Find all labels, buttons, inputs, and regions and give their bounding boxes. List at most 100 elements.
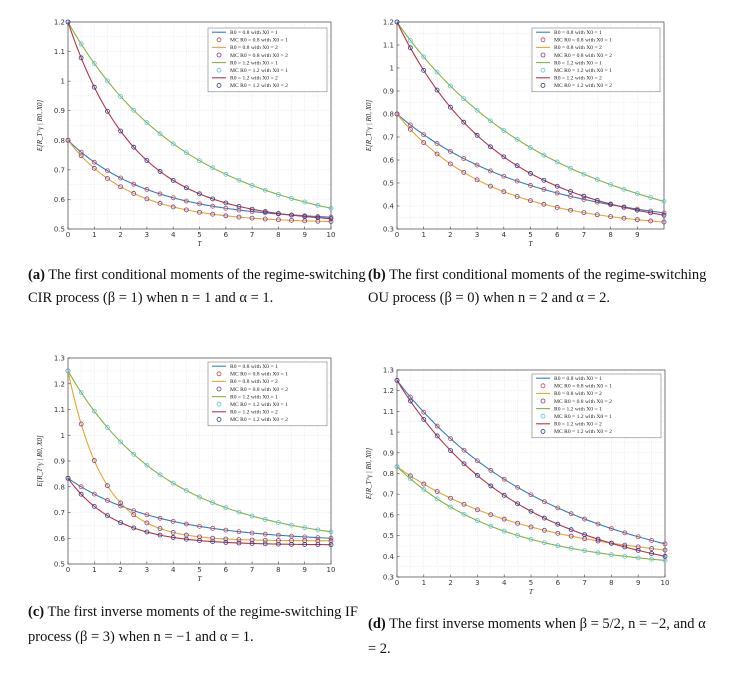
mc-marker-2	[475, 507, 480, 513]
mc-marker-3	[170, 141, 176, 147]
mc-marker-4	[448, 448, 453, 454]
series-line-3	[67, 370, 332, 533]
x-tick-label: 1	[422, 579, 426, 587]
legend-marker-swatch	[216, 37, 222, 43]
mc-marker-2	[91, 458, 97, 463]
mc-marker-2	[434, 151, 440, 157]
mc-marker-4	[568, 527, 574, 533]
mc-marker-4	[421, 67, 427, 73]
mc-marker-4	[501, 492, 507, 498]
x-tick-label: 4	[502, 579, 507, 587]
y-tick-label: 1.2	[383, 19, 394, 27]
mc-marker-1	[568, 193, 573, 199]
mc-marker-3	[475, 518, 480, 524]
chart-b: 0 1 2 3 4 5 6 7 8 9 0.3 0.4 0.5 0.6 0.7 0.8 0.9 1 1.1 1.2 T E…	[365, 19, 667, 248]
mc-marker-2	[621, 215, 627, 221]
mc-marker-3	[474, 107, 480, 113]
mc-marker-3	[461, 96, 467, 102]
mc-marker-2	[661, 219, 667, 225]
caption-d: (d) The first inverse moments when β = 5…	[368, 612, 713, 662]
mc-marker-2	[474, 177, 480, 183]
mc-marker-1	[475, 458, 480, 464]
mc-marker-4	[91, 503, 97, 509]
caption-c-text-2: process (β = 3) when n = −1 and α = 1.	[28, 629, 254, 645]
mc-marker-3	[249, 183, 255, 188]
mc-marker-2	[448, 161, 453, 167]
mc-marker-4	[197, 191, 202, 197]
mc-marker-2	[328, 219, 334, 225]
mc-marker-3	[554, 159, 560, 165]
mc-marker-2	[118, 184, 123, 190]
mc-marker-3	[78, 389, 84, 395]
x-tick-label: 9	[636, 579, 640, 587]
mc-marker-3	[595, 550, 601, 556]
legend-entry: R0 = 0.8 with X0 = 2	[554, 391, 602, 397]
legend-entry: MC R0 = 1.2 with X0 = 2	[230, 417, 288, 423]
y-tick-label: 1	[61, 432, 65, 440]
y-tick-label: 0.6	[383, 511, 395, 519]
mc-marker-1	[157, 191, 163, 197]
mc-marker-1	[448, 148, 453, 154]
mc-marker-4	[315, 542, 321, 547]
mc-marker-2	[105, 176, 110, 181]
mc-marker-2	[541, 527, 547, 533]
y-tick-label: 0.8	[54, 137, 65, 145]
caption-a-label: (a)	[28, 267, 45, 283]
mc-marker-4	[275, 541, 281, 547]
mc-marker-3	[262, 187, 268, 193]
legend-entry: R0 = 1.2 with X0 = 2	[554, 76, 602, 82]
mc-marker-3	[608, 552, 614, 558]
x-tick-label: 7	[250, 566, 254, 574]
x-tick-label: 6	[555, 231, 560, 239]
mc-marker-4	[434, 87, 440, 93]
mc-marker-1	[210, 203, 216, 209]
caption-a: (a) The first conditional moments of the…	[28, 264, 368, 310]
mc-marker-3	[302, 525, 308, 531]
legend-marker-swatch	[216, 401, 222, 407]
x-tick-label: 2	[118, 566, 122, 574]
mc-marker-2	[662, 547, 668, 553]
caption-c-label: (c)	[28, 604, 45, 620]
legend-entry: MC R0 = 1.2 with X0 = 2	[554, 83, 612, 89]
mc-marker-3	[302, 199, 308, 205]
y-axis-label: E[R_T^γ | R0, X0]	[365, 99, 373, 152]
mc-marker-4	[315, 215, 321, 221]
mc-marker-1	[662, 541, 668, 547]
x-tick-label: 0	[66, 231, 70, 239]
mc-marker-3	[648, 195, 654, 201]
mc-marker-3	[91, 408, 97, 414]
mc-marker-4	[554, 183, 560, 189]
legend-entry: R0 = 1.2 with X0 = 1	[230, 60, 278, 66]
mc-marker-4	[595, 536, 601, 542]
mc-marker-1	[582, 516, 588, 522]
mc-marker-1	[581, 196, 587, 202]
mc-marker-3	[275, 192, 281, 197]
mc-marker-1	[595, 521, 601, 527]
y-tick-label: 0.8	[383, 470, 394, 478]
y-tick-label: 1.3	[54, 355, 65, 363]
y-tick-label: 1.1	[54, 406, 65, 414]
legend-entry: R0 = 0.8 with X0 = 2	[230, 379, 278, 385]
legend-marker-swatch	[216, 67, 222, 73]
legend: R0 = 0.8 with X0 = 1 MC R0 = 0.8 with X0 …	[531, 27, 661, 93]
mc-marker-4	[262, 541, 268, 547]
legend-entry: R0 = 0.8 with X0 = 1	[230, 30, 278, 36]
y-tick-label: 0.8	[54, 483, 65, 491]
mc-marker-1	[608, 526, 614, 531]
mc-marker-4	[408, 398, 413, 404]
legend-entry: MC R0 = 1.2 with X0 = 1	[554, 414, 612, 420]
mc-marker-1	[541, 499, 547, 505]
mc-marker-3	[407, 37, 413, 43]
x-tick-label: 7	[250, 231, 254, 239]
mc-marker-4	[249, 206, 255, 212]
legend-entry: MC R0 = 1.2 with X0 = 2	[554, 429, 612, 435]
chart-c: 0 1 2 3 4 5 6 7 8 9 10 0.5 0.6 0.7 0.8 0.9 1 1.1 1.2 1.3 T E[…	[36, 355, 335, 584]
mc-marker-4	[289, 541, 294, 547]
mc-marker-3	[118, 439, 123, 445]
mc-marker-1	[289, 533, 294, 539]
mc-marker-3	[555, 543, 561, 549]
mc-marker-2	[407, 126, 413, 132]
mc-marker-2	[581, 210, 587, 216]
mc-marker-2	[65, 137, 71, 143]
mc-marker-4	[170, 177, 176, 183]
